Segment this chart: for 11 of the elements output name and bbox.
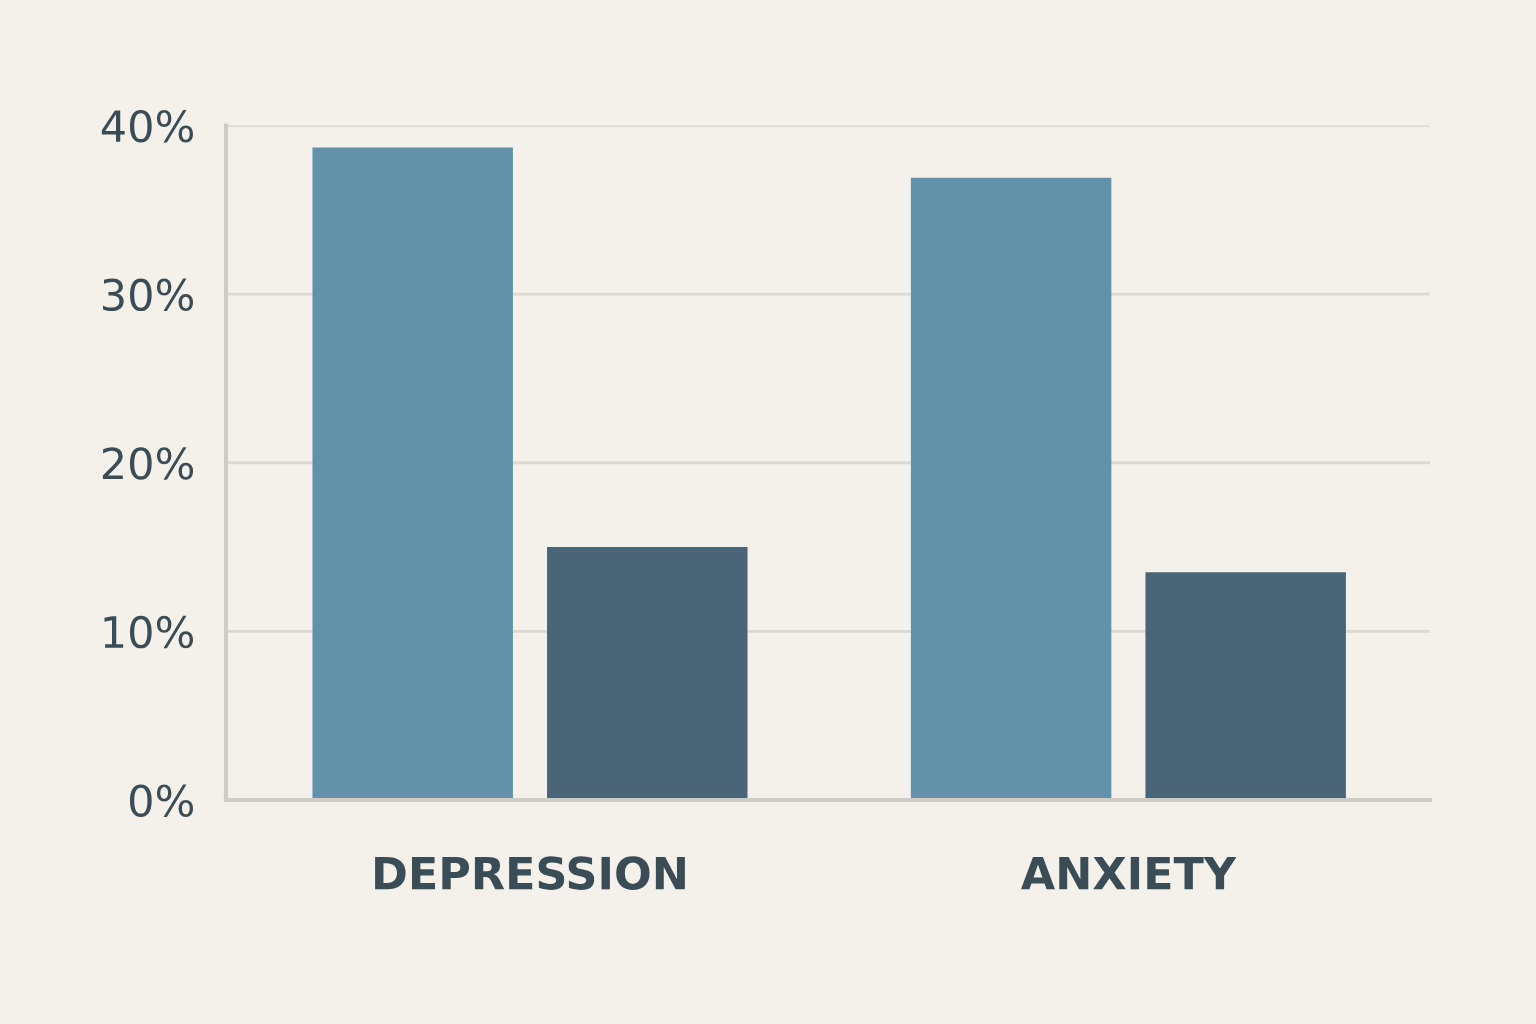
bar: [312, 147, 513, 800]
y-tick-label: 30%: [103, 278, 194, 312]
y-tick-label: 0%: [129, 784, 194, 817]
x-tick-label: ANXIETY: [1020, 856, 1237, 890]
bar: [547, 547, 748, 800]
y-tick-label: 40%: [101, 109, 194, 143]
bar: [910, 177, 1112, 800]
y-tick-label: 10%: [104, 615, 194, 649]
x-tick-label: DEPRESSION: [375, 856, 685, 890]
y-tick-label: 20%: [102, 447, 194, 480]
bar: [1145, 572, 1346, 800]
